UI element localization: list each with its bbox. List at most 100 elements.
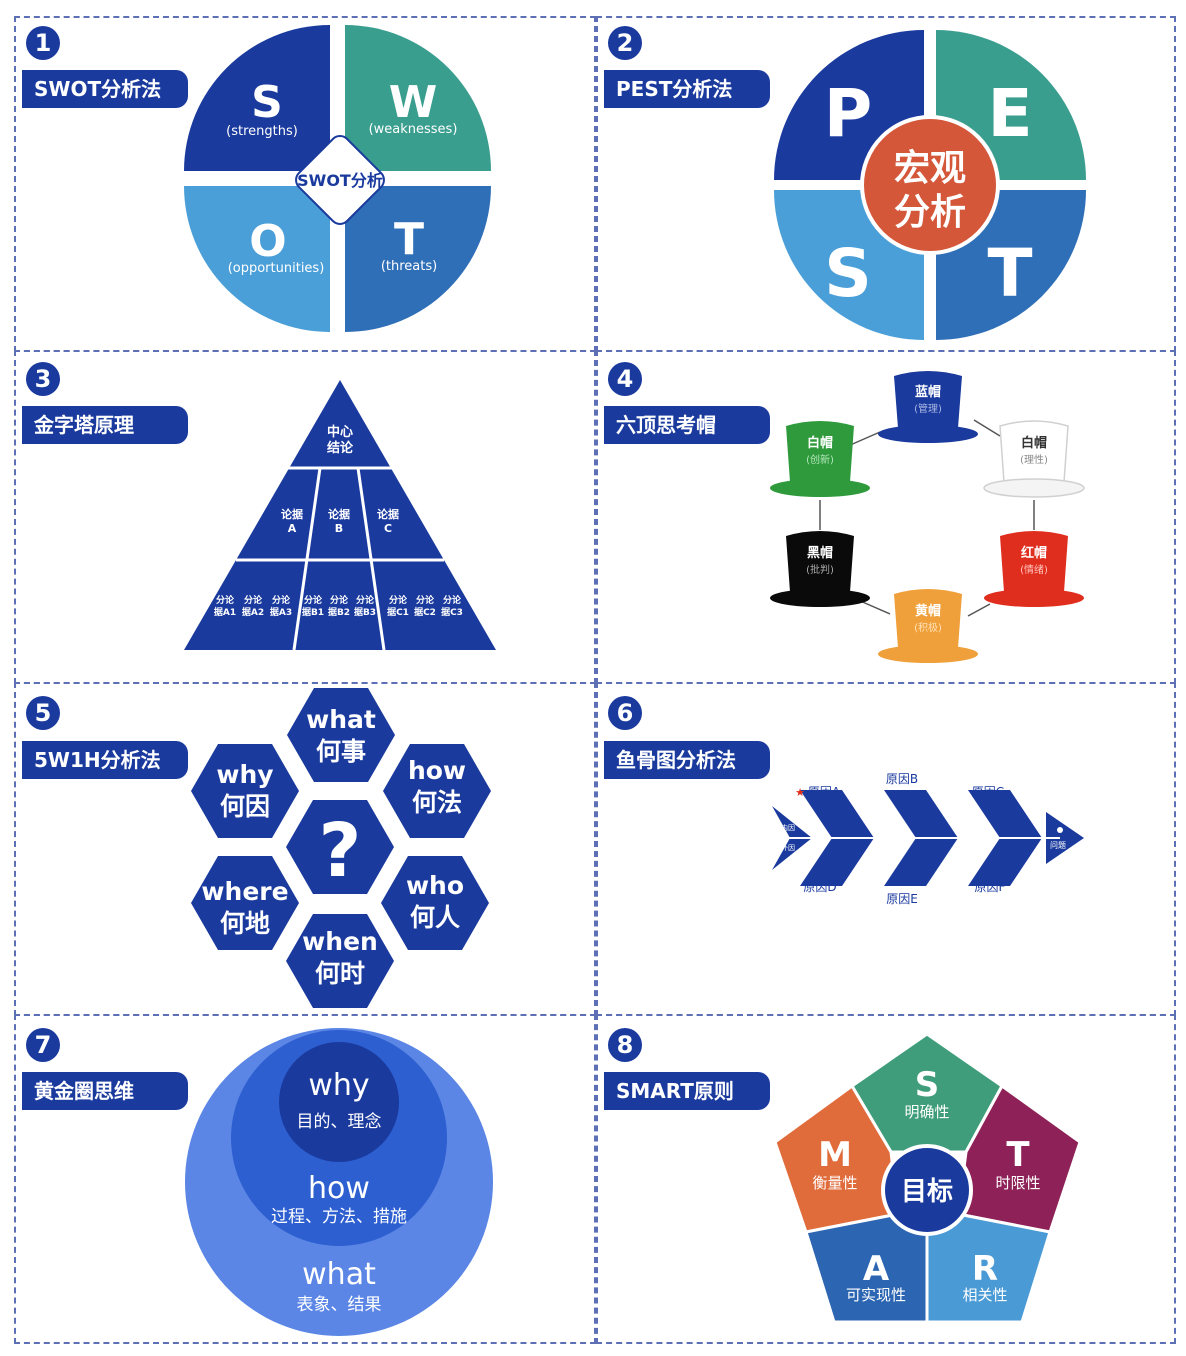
hat-white-rational-sub: (理性) bbox=[1020, 453, 1048, 466]
pyramid-shape bbox=[184, 380, 496, 650]
panel-title-pest: PEST分析法 bbox=[604, 70, 770, 108]
hat-blue: 蓝帽 (管理) bbox=[878, 371, 978, 443]
hat-black-sub: (批判) bbox=[806, 563, 834, 576]
pyramid-top-1: 中心 bbox=[327, 424, 353, 440]
pyramid-mid-c2: C bbox=[384, 522, 392, 535]
hex-what bbox=[287, 688, 395, 782]
pest-p-letter: P bbox=[824, 75, 872, 152]
hat-blue-crown bbox=[894, 371, 962, 428]
hat-red-crown bbox=[1000, 531, 1068, 592]
hex-question bbox=[286, 800, 394, 894]
hat-connector-4 bbox=[967, 603, 991, 617]
swot-center-label: SWOT分析 bbox=[297, 171, 383, 190]
pyramid-mid-a2: A bbox=[288, 522, 297, 535]
hat-yellow-name: 黄帽 bbox=[915, 603, 941, 619]
panel-title-fishbone: 鱼骨图分析法 bbox=[604, 741, 770, 779]
hex-when-cn: 何时 bbox=[315, 959, 365, 988]
panel-number-6: 6 bbox=[608, 696, 642, 730]
pyramid-bottom-3a: 分论 bbox=[272, 594, 291, 606]
hex-where bbox=[191, 856, 299, 950]
hat-white-rational-brim bbox=[983, 478, 1085, 498]
panel-number-1: 1 bbox=[26, 26, 60, 60]
hex-why-en: why bbox=[216, 760, 273, 789]
swot-t-letter: T bbox=[394, 214, 424, 265]
pyramid-divider-4 bbox=[356, 467, 386, 651]
golden-what-sub: 表象、结果 bbox=[297, 1295, 382, 1315]
fish-cause-c: 原因C bbox=[972, 785, 1004, 799]
swot-s-sub: (strengths) bbox=[226, 124, 298, 139]
hat-blue-brim bbox=[878, 425, 978, 443]
pyramid-bottom-7a: 分论 bbox=[389, 594, 408, 606]
pyramid-bottom-5b: 据B2 bbox=[328, 606, 350, 618]
swot-o-letter: O bbox=[249, 216, 286, 267]
golden-how: how bbox=[308, 1171, 370, 1206]
hex-who-cn: 何人 bbox=[410, 903, 460, 932]
hex-how-en: how bbox=[408, 756, 466, 785]
swot-t-quadrant bbox=[345, 186, 491, 332]
panel-smart bbox=[596, 1014, 1176, 1344]
smart-s-sub: 明确性 bbox=[904, 1103, 949, 1121]
golden-what: what bbox=[302, 1257, 376, 1292]
swot-w-letter: W bbox=[389, 77, 438, 128]
swot-center-diamond bbox=[295, 135, 385, 225]
pyramid-bottom-6a: 分论 bbox=[356, 594, 375, 606]
fish-eye bbox=[1057, 827, 1063, 833]
pyramid-bottom-6b: 据B3 bbox=[354, 606, 376, 618]
hat-red-sub: (情绪) bbox=[1020, 563, 1048, 576]
pyramid-bottom-8b: 据C2 bbox=[414, 606, 436, 618]
golden-why-sub: 目的、理念 bbox=[297, 1111, 382, 1132]
fish-cause-b: 原因B bbox=[886, 772, 918, 786]
hat-connector-2 bbox=[973, 419, 1001, 437]
swot-o-sub: (opportunities) bbox=[228, 261, 325, 276]
hat-white-rational-crown bbox=[999, 420, 1069, 483]
pyramid-divider-3 bbox=[292, 467, 322, 651]
pyramid-bottom-7b: 据C1 bbox=[387, 606, 409, 618]
swot-s-letter: S bbox=[251, 77, 283, 128]
smart-s-letter: S bbox=[915, 1065, 940, 1105]
hex-why-cn: 何因 bbox=[220, 792, 270, 821]
smart-center-circle bbox=[881, 1144, 973, 1236]
panel-number-8: 8 bbox=[608, 1028, 642, 1062]
panel-title-5w1h: 5W1H分析法 bbox=[22, 741, 188, 779]
hat-black-name: 黑帽 bbox=[807, 545, 833, 561]
pyramid-bottom-9b: 据C3 bbox=[441, 606, 463, 618]
hat-white-rational: 白帽 (理性) bbox=[983, 420, 1085, 498]
hat-yellow-crown bbox=[894, 589, 962, 648]
hat-green-crown bbox=[786, 421, 854, 482]
golden-inner-circle bbox=[279, 1042, 399, 1162]
fish-star: ★ bbox=[795, 786, 805, 799]
swot-w-quadrant bbox=[345, 25, 491, 171]
pest-t-letter: T bbox=[987, 235, 1032, 312]
smart-m-sub: 衡量性 bbox=[812, 1174, 857, 1192]
smart-center-label: 目标 bbox=[901, 1177, 953, 1207]
fish-cause-d: 原因D bbox=[803, 880, 836, 894]
fish-inner-label: 内因 bbox=[781, 823, 795, 832]
pest-s-letter: S bbox=[824, 235, 872, 312]
panel-golden bbox=[14, 1014, 596, 1344]
smart-a-letter: A bbox=[863, 1249, 890, 1289]
fish-cause-f: 原因F bbox=[975, 880, 1006, 894]
panel-number-5: 5 bbox=[26, 696, 60, 730]
hat-yellow: 黄帽 (积极) bbox=[878, 589, 978, 663]
panel-number-7: 7 bbox=[26, 1028, 60, 1062]
hat-red-brim bbox=[984, 589, 1084, 607]
panel-title-hats: 六顶思考帽 bbox=[604, 406, 770, 444]
hat-red: 红帽 (情绪) bbox=[984, 531, 1084, 607]
smart-t-sub: 时限性 bbox=[995, 1174, 1040, 1192]
pyramid-bottom-labels: 分论 据A1 分论 据A2 分论 据A3 分论 据B1 分论 据B2 分论 据B… bbox=[214, 594, 463, 618]
smart-r-letter: R bbox=[972, 1249, 998, 1289]
hat-black-crown bbox=[786, 531, 854, 592]
smart-diagram: 目标 S 明确性 M 衡量性 T 时限性 A 可实现性 R 相关性 bbox=[773, 1032, 1082, 1324]
panel-title-smart: SMART原则 bbox=[604, 1072, 770, 1110]
panel-title-swot: SWOT分析法 bbox=[22, 70, 188, 108]
swot-diagram: SWOT分析 S (strengths) W (weaknesses) O (o… bbox=[184, 25, 491, 332]
fish-problem-label: 问题 bbox=[1050, 841, 1066, 850]
smart-r-sub: 相关性 bbox=[962, 1286, 1007, 1304]
hex-what-cn: 何事 bbox=[316, 737, 366, 766]
golden-how-sub: 过程、方法、措施 bbox=[271, 1207, 407, 1227]
pyramid-mid-a1: 论据 bbox=[281, 507, 303, 521]
hex-where-en: where bbox=[201, 877, 288, 906]
swot-o-quadrant bbox=[184, 186, 330, 332]
golden-why: why bbox=[308, 1068, 369, 1103]
pyramid-mid-b1: 论据 bbox=[328, 507, 350, 521]
